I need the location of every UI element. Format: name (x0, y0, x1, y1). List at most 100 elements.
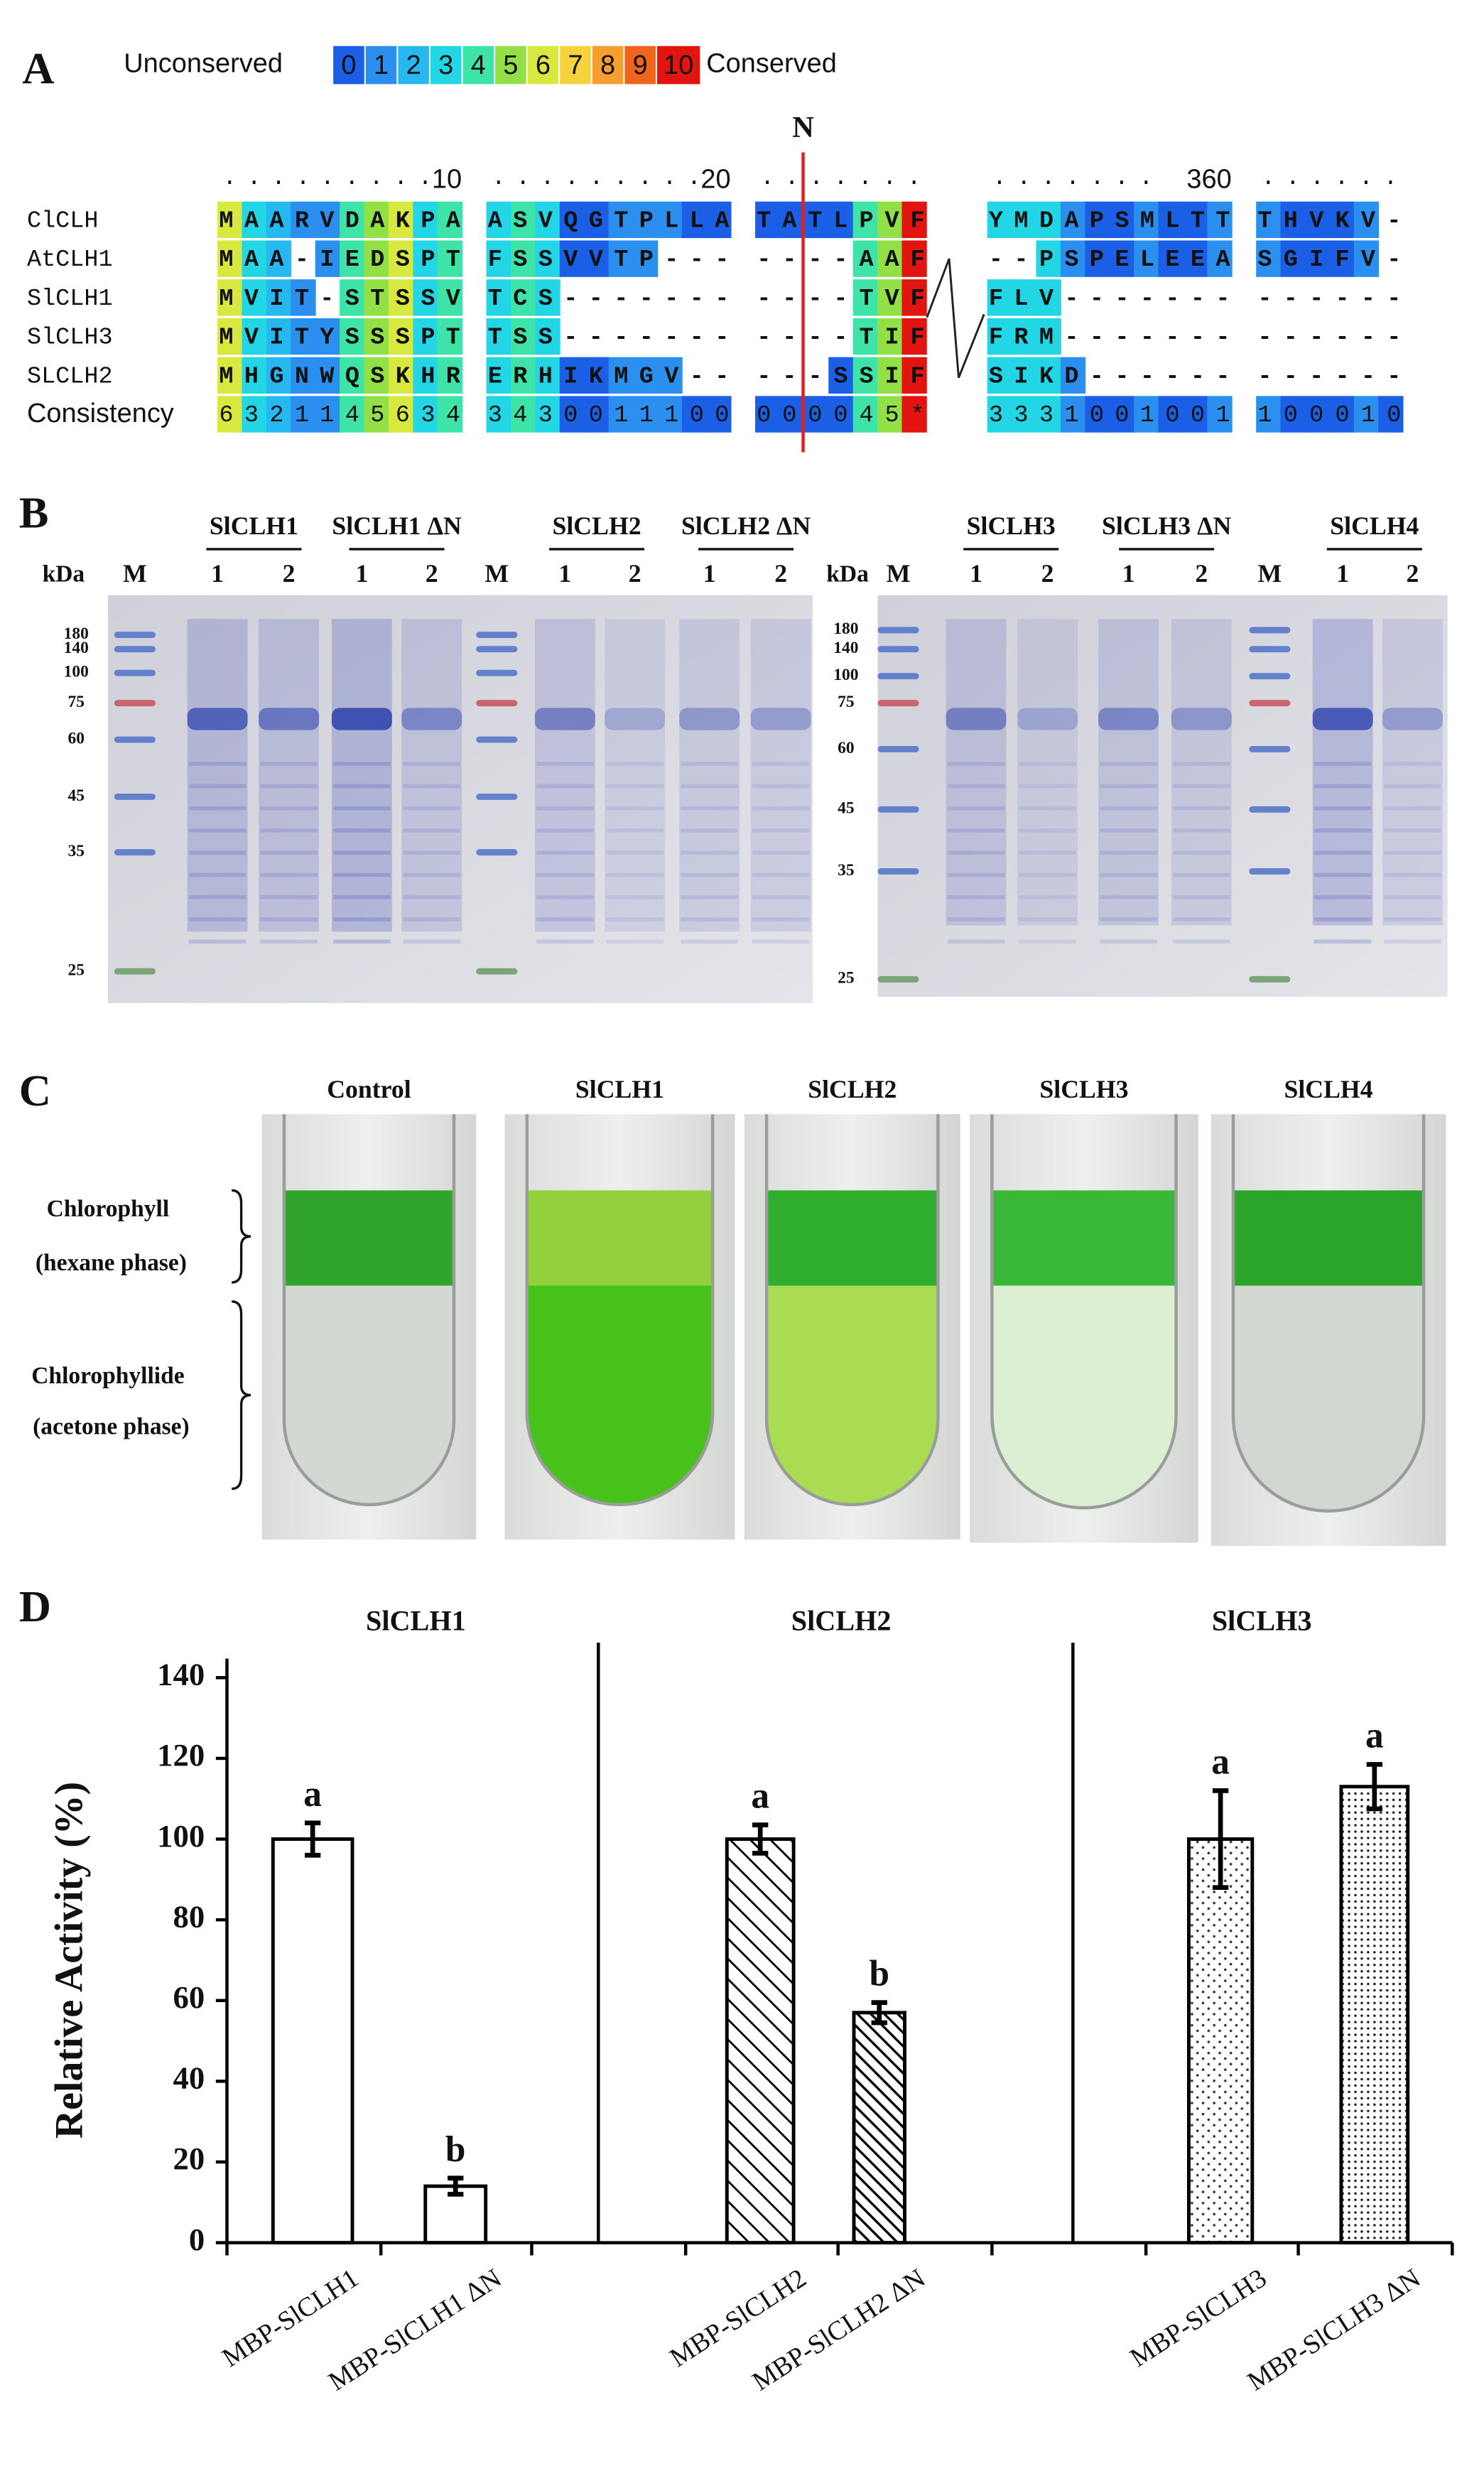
residue-shade (559, 357, 585, 394)
lane-band (681, 917, 738, 921)
residue-shade (315, 201, 341, 239)
lane-band (752, 784, 810, 789)
y-axis-label: Relative Activity (%) (48, 1782, 92, 2139)
residue-shade (1353, 240, 1380, 277)
lane-label: 2 (1041, 559, 1054, 588)
lane-band (188, 917, 247, 921)
ruler-dot: . (809, 165, 823, 192)
legend-swatch (462, 45, 494, 85)
residue-shade (657, 396, 683, 433)
main-band (259, 708, 320, 730)
main-band (679, 708, 740, 730)
residue-shade (291, 318, 316, 355)
residue-shade (1085, 396, 1110, 433)
residue-shade (1060, 201, 1086, 239)
residue-shade (877, 396, 903, 433)
ruler-dot: . (760, 165, 774, 192)
residue-shade (1134, 396, 1159, 433)
lane-band (536, 872, 594, 877)
residue-shade (1012, 201, 1037, 239)
lane-band (752, 762, 810, 766)
residue-shade (510, 357, 536, 394)
lane-band (1019, 828, 1076, 833)
ladder-band (476, 793, 518, 800)
acetone-phase (283, 1285, 454, 1505)
tube-glass (1231, 1114, 1426, 1513)
residue-shade (1304, 240, 1331, 277)
lane-label: 2 (426, 559, 438, 588)
ladder-label: 75 (838, 693, 854, 711)
ruler-dot: . (320, 165, 335, 192)
lane-band (1019, 894, 1076, 899)
ladder-band (114, 632, 156, 639)
ladder-band (476, 736, 518, 743)
significance-letter: b (869, 1954, 889, 1994)
residue-shade (266, 357, 292, 394)
ladder-label: 60 (838, 739, 854, 757)
residue-shade (1060, 396, 1086, 433)
residue-shade (877, 357, 903, 394)
lane-band (260, 872, 318, 877)
residue-shade (608, 396, 634, 433)
lane-band (333, 939, 391, 944)
lane-band (188, 762, 247, 766)
ruler-dot: . (1139, 165, 1153, 192)
lane-band (1384, 762, 1441, 766)
residue-shade (510, 279, 536, 316)
ladder-band (877, 975, 919, 983)
lane-smear (679, 619, 740, 932)
lane-smear (750, 619, 811, 932)
residue-shade (388, 201, 414, 239)
sample-label: Control (327, 1075, 411, 1103)
lane-band (403, 894, 460, 899)
residue-shade (535, 357, 560, 394)
ruler-dot: . (1383, 165, 1397, 192)
ladder-band (476, 849, 518, 856)
ruler-dot: . (907, 165, 921, 192)
legend-swatch (333, 45, 364, 85)
ladder-label: 25 (838, 969, 854, 988)
residue-shade (584, 357, 610, 394)
residue-shade (217, 240, 243, 277)
lane-label: M (1258, 559, 1282, 588)
residue-shade (877, 318, 903, 355)
lane-band (1314, 828, 1372, 833)
residue-shade (510, 396, 536, 433)
ruler-dot: . (271, 165, 286, 192)
residue-shade (364, 357, 389, 394)
lane-band (606, 762, 664, 766)
ruler-dot: . (1017, 165, 1031, 192)
lane-band (1173, 784, 1230, 789)
n-marker: N (792, 111, 814, 144)
panel-label: C (19, 1066, 51, 1115)
bar (1186, 1837, 1255, 2245)
lane-smear (259, 619, 320, 932)
lane-band (333, 872, 391, 877)
ruler-dot: . (296, 165, 310, 192)
lane-label: 1 (211, 559, 224, 588)
residue-shade (706, 201, 732, 239)
ruler-dot: . (1261, 165, 1275, 192)
residue-shade (828, 201, 854, 239)
lane-band (403, 872, 460, 877)
lane-band (1384, 828, 1441, 833)
lane-band (333, 894, 391, 899)
panel-label: A (22, 43, 54, 93)
residue-shade (608, 240, 634, 277)
legend-swatch (592, 45, 624, 85)
residue-shade (413, 318, 438, 355)
lane-band (1019, 806, 1076, 811)
residue-shade (1329, 396, 1355, 433)
lane-band (947, 917, 1005, 921)
sequence-block: ----TIF (757, 325, 924, 352)
residue-shade (584, 240, 610, 277)
tube-glass (764, 1114, 940, 1507)
residue-shade (291, 279, 316, 316)
kda-label: kDa (826, 561, 869, 588)
residue-shade (413, 357, 438, 394)
residue-shade (291, 396, 316, 433)
legend-swatch (365, 45, 397, 85)
lane-band (947, 850, 1005, 855)
lane-band (752, 917, 810, 921)
